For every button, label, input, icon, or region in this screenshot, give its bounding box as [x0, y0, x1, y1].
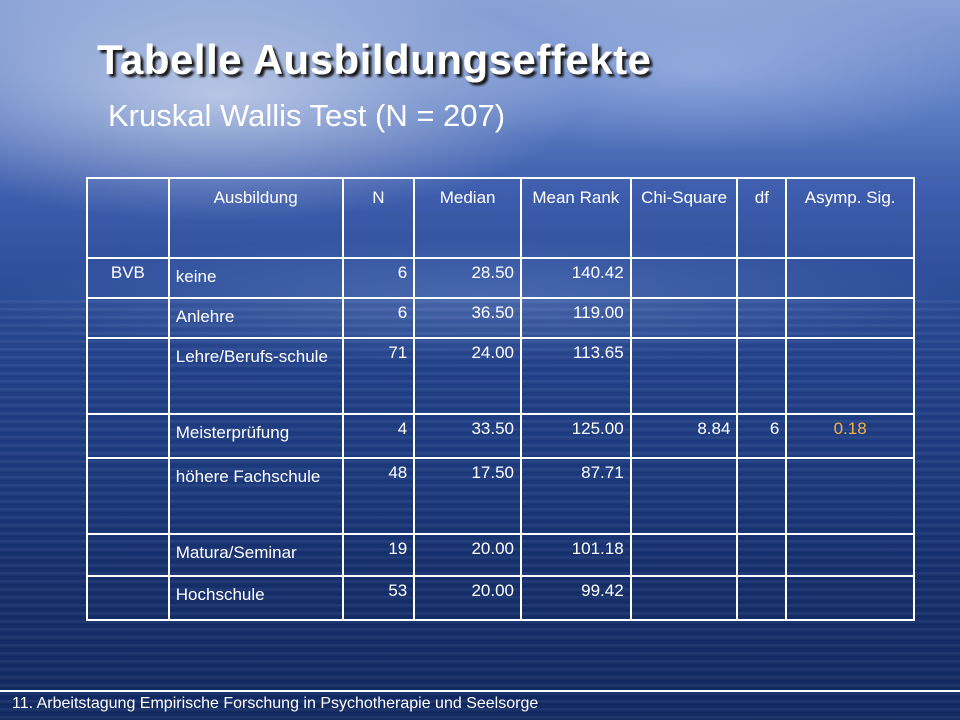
- cell-ausbildung: Matura/Seminar: [167, 533, 344, 577]
- cell-asymp-sig: [785, 533, 915, 577]
- cell-n: 48: [341, 457, 416, 535]
- cell-median: 20.00: [413, 575, 522, 621]
- header-df: df: [736, 177, 788, 259]
- cell-median: 36.50: [413, 297, 522, 339]
- slide-subtitle: Kruskal Wallis Test (N = 207): [108, 98, 506, 133]
- cell-group: [86, 575, 170, 621]
- header-empty: [86, 177, 170, 259]
- cell-group: [86, 533, 170, 577]
- cell-n: 4: [341, 413, 416, 459]
- cell-asymp-sig: [785, 257, 915, 299]
- cell-median: 20.00: [413, 533, 522, 577]
- table-row: BVB keine 6 28.50 140.42: [86, 257, 915, 299]
- slide-title: Tabelle Ausbildungseffekte: [97, 36, 652, 83]
- cell-chi-square: 8.84: [629, 413, 739, 459]
- cell-group: [86, 413, 170, 459]
- header-ausbildung: Ausbildung: [167, 177, 344, 259]
- cell-group: BVB: [86, 257, 170, 299]
- cell-asymp-sig: [785, 337, 915, 415]
- table-row: Meisterprüfung 4 33.50 125.00 8.84 6 0.1…: [86, 413, 915, 459]
- cell-chi-square: [629, 257, 739, 299]
- table-row: Lehre/Berufs-schule 71 24.00 113.65: [86, 337, 915, 415]
- cell-df: [736, 337, 788, 415]
- cell-chi-square: [629, 457, 739, 535]
- cell-asymp-sig: [785, 575, 915, 621]
- cell-median: 24.00: [413, 337, 522, 415]
- results-table: Ausbildung N Median Mean Rank Chi-Square…: [86, 177, 915, 621]
- cell-n: 6: [341, 257, 416, 299]
- cell-asymp-sig: [785, 297, 915, 339]
- header-median: Median: [413, 177, 522, 259]
- header-n: N: [341, 177, 416, 259]
- cell-df: [736, 297, 788, 339]
- cell-group: [86, 457, 170, 535]
- header-chi-square: Chi-Square: [629, 177, 739, 259]
- cell-mean-rank: 125.00: [519, 413, 632, 459]
- cell-asymp-sig: 0.18: [785, 413, 915, 459]
- footer-bar: 11. Arbeitstagung Empirische Forschung i…: [0, 690, 960, 720]
- cell-mean-rank: 113.65: [519, 337, 632, 415]
- cell-ausbildung: Lehre/Berufs-schule: [167, 337, 344, 415]
- cell-ausbildung: Anlehre: [167, 297, 344, 339]
- cell-chi-square: [629, 575, 739, 621]
- cell-ausbildung: Hochschule: [167, 575, 344, 621]
- cell-mean-rank: 119.00: [519, 297, 632, 339]
- cell-median: 28.50: [413, 257, 522, 299]
- cell-median: 17.50: [413, 457, 522, 535]
- cell-df: [736, 575, 788, 621]
- cell-n: 53: [341, 575, 416, 621]
- header-mean-rank: Mean Rank: [519, 177, 632, 259]
- cell-n: 71: [341, 337, 416, 415]
- cell-n: 6: [341, 297, 416, 339]
- table-row: Anlehre 6 36.50 119.00: [86, 297, 915, 339]
- cell-ausbildung: höhere Fachschule: [167, 457, 344, 535]
- cell-mean-rank: 140.42: [519, 257, 632, 299]
- cell-df: [736, 457, 788, 535]
- cell-n: 19: [341, 533, 416, 577]
- cell-df: [736, 257, 788, 299]
- cell-ausbildung: keine: [167, 257, 344, 299]
- cell-ausbildung: Meisterprüfung: [167, 413, 344, 459]
- table-row: Matura/Seminar 19 20.00 101.18: [86, 533, 915, 577]
- cell-mean-rank: 87.71: [519, 457, 632, 535]
- cell-chi-square: [629, 337, 739, 415]
- table-row: höhere Fachschule 48 17.50 87.71: [86, 457, 915, 535]
- cell-chi-square: [629, 533, 739, 577]
- table-header-row: Ausbildung N Median Mean Rank Chi-Square…: [86, 177, 915, 259]
- cell-df: [736, 533, 788, 577]
- footer-text: 11. Arbeitstagung Empirische Forschung i…: [12, 695, 539, 712]
- cell-group: [86, 337, 170, 415]
- cell-mean-rank: 99.42: [519, 575, 632, 621]
- cell-asymp-sig: [785, 457, 915, 535]
- cell-chi-square: [629, 297, 739, 339]
- header-asymp-sig: Asymp. Sig.: [785, 177, 915, 259]
- cell-median: 33.50: [413, 413, 522, 459]
- cell-df: 6: [736, 413, 788, 459]
- table-row: Hochschule 53 20.00 99.42: [86, 575, 915, 621]
- cell-mean-rank: 101.18: [519, 533, 632, 577]
- cell-group: [86, 297, 170, 339]
